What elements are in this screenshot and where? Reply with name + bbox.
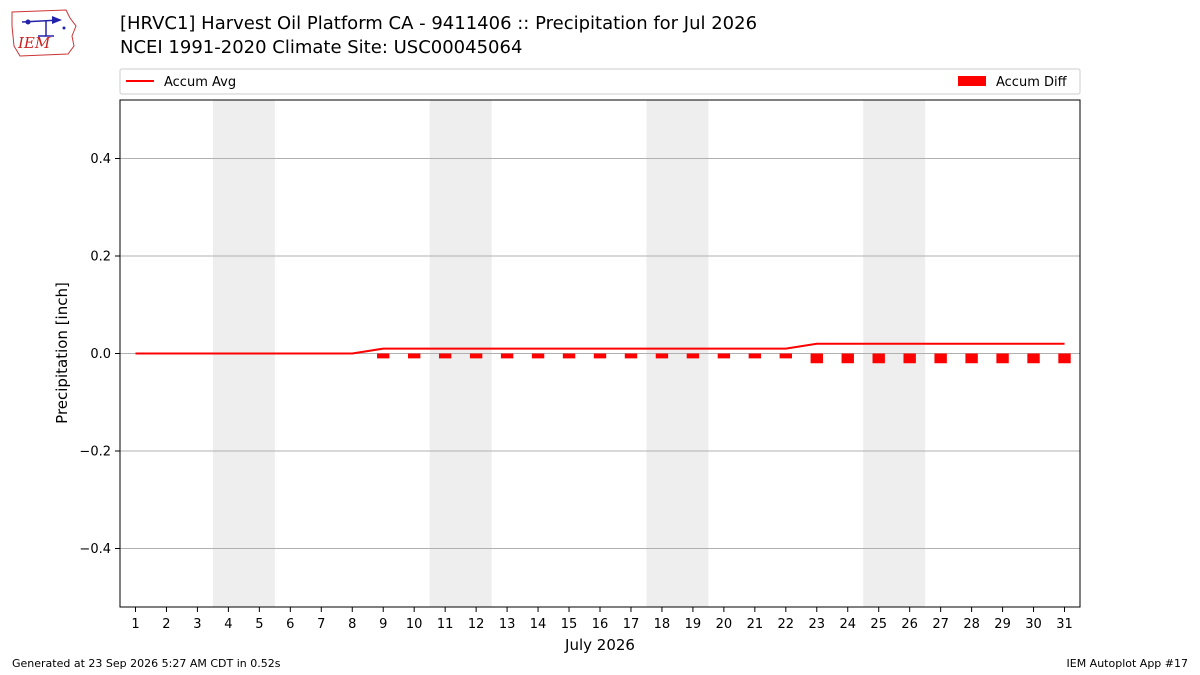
- x-tick-label: 19: [685, 617, 702, 632]
- x-tick-label: 25: [870, 617, 887, 632]
- accum-diff-bar: [965, 353, 978, 364]
- y-tick-label: 0.0: [90, 347, 111, 362]
- x-tick-label: 29: [994, 617, 1011, 632]
- iem-logo: IEM: [11, 9, 77, 57]
- x-tick-label: 27: [932, 617, 949, 632]
- accum-diff-bar: [872, 353, 885, 364]
- y-tick-label: −0.4: [79, 542, 111, 557]
- accum-diff-bar: [562, 353, 576, 359]
- accum-diff-bar: [996, 353, 1009, 364]
- accum-avg-line: [135, 342, 1065, 355]
- accum-diff-bar: [438, 353, 452, 359]
- accum-diff-bars: [377, 353, 1071, 364]
- accum-diff-bar: [810, 353, 823, 364]
- app-label: IEM Autoplot App #17: [1066, 657, 1189, 670]
- x-axis-ticks: 1 2 3 4 5 6 7 8 9 10 11 12 13 14 15 16 17 18 19 20 21 22 23 24 2…: [131, 607, 1073, 632]
- x-tick-label: 9: [379, 617, 387, 632]
- x-tick-label: 16: [592, 617, 609, 632]
- x-tick-label: 21: [747, 617, 764, 632]
- x-tick-label: 6: [286, 617, 294, 632]
- x-tick-label: 12: [468, 617, 485, 632]
- accum-diff-bar: [469, 353, 483, 359]
- legend-accum-diff-label: Accum Diff: [996, 75, 1068, 90]
- x-tick-label: 13: [499, 617, 516, 632]
- x-tick-label: 26: [901, 617, 918, 632]
- x-tick-label: 5: [255, 617, 263, 632]
- chart-title: [HRVC1] Harvest Oil Platform CA - 941140…: [120, 13, 758, 34]
- legend-box: [119, 68, 1081, 95]
- accum-diff-bar: [1058, 353, 1071, 364]
- accum-diff-bar: [686, 353, 700, 359]
- chart-subtitle: NCEI 1991-2020 Climate Site: USC00045064: [120, 37, 523, 58]
- x-tick-label: 2: [162, 617, 170, 632]
- x-tick-label: 4: [224, 617, 232, 632]
- x-tick-label: 10: [406, 617, 423, 632]
- accum-avg-line-group: [135, 342, 1065, 355]
- x-tick-label: 28: [963, 617, 980, 632]
- y-tick-label: 0.4: [90, 152, 111, 167]
- y-axis-label: Precipitation [inch]: [53, 282, 71, 424]
- accum-diff-bar: [841, 353, 854, 364]
- x-tick-label: 11: [437, 617, 454, 632]
- y-axis-ticks: −0.4 −0.2 0.0 0.2 0.4: [79, 152, 120, 557]
- legend: Accum Avg Accum Diff: [119, 68, 1081, 95]
- accum-diff-bar: [408, 353, 421, 359]
- generated-timestamp: Generated at 23 Sep 2026 5:27 AM CDT in …: [12, 657, 281, 670]
- x-tick-label: 30: [1025, 617, 1042, 632]
- x-tick-label: 20: [716, 617, 733, 632]
- x-tick-label: 7: [317, 617, 325, 632]
- x-tick-label: 14: [530, 617, 547, 632]
- x-tick-label: 8: [348, 617, 356, 632]
- logo-text: IEM: [17, 34, 51, 52]
- accum-diff-bar: [500, 353, 514, 359]
- accum-diff-bar: [624, 353, 638, 359]
- x-tick-label: 15: [561, 617, 578, 632]
- legend-accum-diff-swatch: [958, 76, 986, 86]
- x-tick-label: 23: [809, 617, 826, 632]
- accum-diff-bar: [593, 353, 607, 359]
- x-tick-label: 17: [623, 617, 640, 632]
- accum-diff-bar: [1027, 353, 1040, 364]
- accum-diff-bar: [717, 353, 731, 359]
- x-tick-label: 22: [778, 617, 795, 632]
- accum-diff-bar: [531, 353, 545, 359]
- y-tick-label: 0.2: [90, 250, 111, 265]
- x-tick-label: 1: [131, 617, 139, 632]
- x-tick-label: 18: [654, 617, 671, 632]
- x-axis-label: July 2026: [564, 636, 635, 654]
- x-tick-label: 31: [1056, 617, 1073, 632]
- accum-diff-bar: [779, 353, 792, 359]
- accum-diff-bar: [748, 353, 762, 359]
- accum-diff-bar: [934, 353, 947, 364]
- x-tick-label: 24: [839, 617, 856, 632]
- accum-diff-bar: [655, 353, 669, 359]
- accum-diff-bar: [377, 353, 390, 359]
- legend-accum-avg-label: Accum Avg: [164, 75, 236, 90]
- accum-diff-bar: [903, 353, 916, 364]
- y-tick-label: −0.2: [79, 445, 111, 460]
- x-tick-label: 3: [193, 617, 201, 632]
